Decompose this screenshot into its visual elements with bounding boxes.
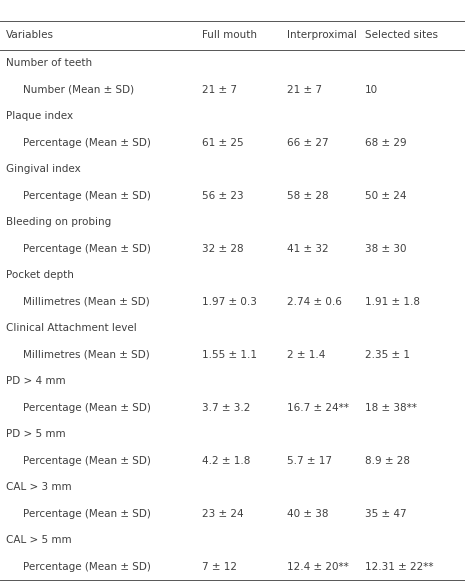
Text: 32 ± 28: 32 ± 28 — [202, 244, 244, 254]
Text: 7 ± 12: 7 ± 12 — [202, 562, 237, 572]
Text: Percentage (Mean ± SD): Percentage (Mean ± SD) — [23, 244, 151, 254]
Text: Number of teeth: Number of teeth — [6, 58, 92, 68]
Text: Clinical Attachment level: Clinical Attachment level — [6, 323, 136, 333]
Text: 10: 10 — [365, 85, 378, 95]
Text: 40 ± 38: 40 ± 38 — [287, 509, 328, 519]
Text: 50 ± 24: 50 ± 24 — [365, 191, 406, 201]
Text: 35 ± 47: 35 ± 47 — [365, 509, 407, 519]
Text: 4.2 ± 1.8: 4.2 ± 1.8 — [202, 456, 251, 465]
Text: 1.91 ± 1.8: 1.91 ± 1.8 — [365, 296, 420, 306]
Text: CAL > 3 mm: CAL > 3 mm — [6, 482, 71, 492]
Text: 66 ± 27: 66 ± 27 — [287, 138, 329, 148]
Text: Full mouth: Full mouth — [202, 30, 257, 41]
Text: Percentage (Mean ± SD): Percentage (Mean ± SD) — [23, 562, 151, 572]
Text: Selected sites: Selected sites — [365, 30, 438, 41]
Text: Millimetres (Mean ± SD): Millimetres (Mean ± SD) — [23, 296, 150, 306]
Text: Percentage (Mean ± SD): Percentage (Mean ± SD) — [23, 403, 151, 413]
Text: 61 ± 25: 61 ± 25 — [202, 138, 244, 148]
Text: 1.97 ± 0.3: 1.97 ± 0.3 — [202, 296, 257, 306]
Text: 5.7 ± 17: 5.7 ± 17 — [287, 456, 332, 465]
Text: PD > 5 mm: PD > 5 mm — [6, 429, 65, 439]
Text: 2.35 ± 1: 2.35 ± 1 — [365, 350, 410, 360]
Text: Percentage (Mean ± SD): Percentage (Mean ± SD) — [23, 509, 151, 519]
Text: Percentage (Mean ± SD): Percentage (Mean ± SD) — [23, 191, 151, 201]
Text: Plaque index: Plaque index — [6, 111, 73, 121]
Text: 16.7 ± 24**: 16.7 ± 24** — [287, 403, 349, 413]
Text: Percentage (Mean ± SD): Percentage (Mean ± SD) — [23, 138, 151, 148]
Text: 68 ± 29: 68 ± 29 — [365, 138, 407, 148]
Text: 2.74 ± 0.6: 2.74 ± 0.6 — [287, 296, 342, 306]
Text: Number (Mean ± SD): Number (Mean ± SD) — [23, 85, 134, 95]
Text: 38 ± 30: 38 ± 30 — [365, 244, 406, 254]
Text: 23 ± 24: 23 ± 24 — [202, 509, 244, 519]
Text: Percentage (Mean ± SD): Percentage (Mean ± SD) — [23, 456, 151, 465]
Text: 2 ± 1.4: 2 ± 1.4 — [287, 350, 325, 360]
Text: 41 ± 32: 41 ± 32 — [287, 244, 329, 254]
Text: Bleeding on probing: Bleeding on probing — [6, 217, 111, 227]
Text: 3.7 ± 3.2: 3.7 ± 3.2 — [202, 403, 251, 413]
Text: 18 ± 38**: 18 ± 38** — [365, 403, 417, 413]
Text: PD > 4 mm: PD > 4 mm — [6, 376, 65, 386]
Text: Pocket depth: Pocket depth — [6, 270, 73, 280]
Text: Interproximal: Interproximal — [287, 30, 357, 41]
Text: Millimetres (Mean ± SD): Millimetres (Mean ± SD) — [23, 350, 150, 360]
Text: Gingival index: Gingival index — [6, 164, 80, 174]
Text: Variables: Variables — [6, 30, 53, 41]
Text: 58 ± 28: 58 ± 28 — [287, 191, 329, 201]
Text: 8.9 ± 28: 8.9 ± 28 — [365, 456, 410, 465]
Text: 21 ± 7: 21 ± 7 — [202, 85, 237, 95]
Text: 12.4 ± 20**: 12.4 ± 20** — [287, 562, 349, 572]
Text: 21 ± 7: 21 ± 7 — [287, 85, 322, 95]
Text: CAL > 5 mm: CAL > 5 mm — [6, 535, 71, 545]
Text: 1.55 ± 1.1: 1.55 ± 1.1 — [202, 350, 257, 360]
Text: 56 ± 23: 56 ± 23 — [202, 191, 244, 201]
Text: 12.31 ± 22**: 12.31 ± 22** — [365, 562, 433, 572]
